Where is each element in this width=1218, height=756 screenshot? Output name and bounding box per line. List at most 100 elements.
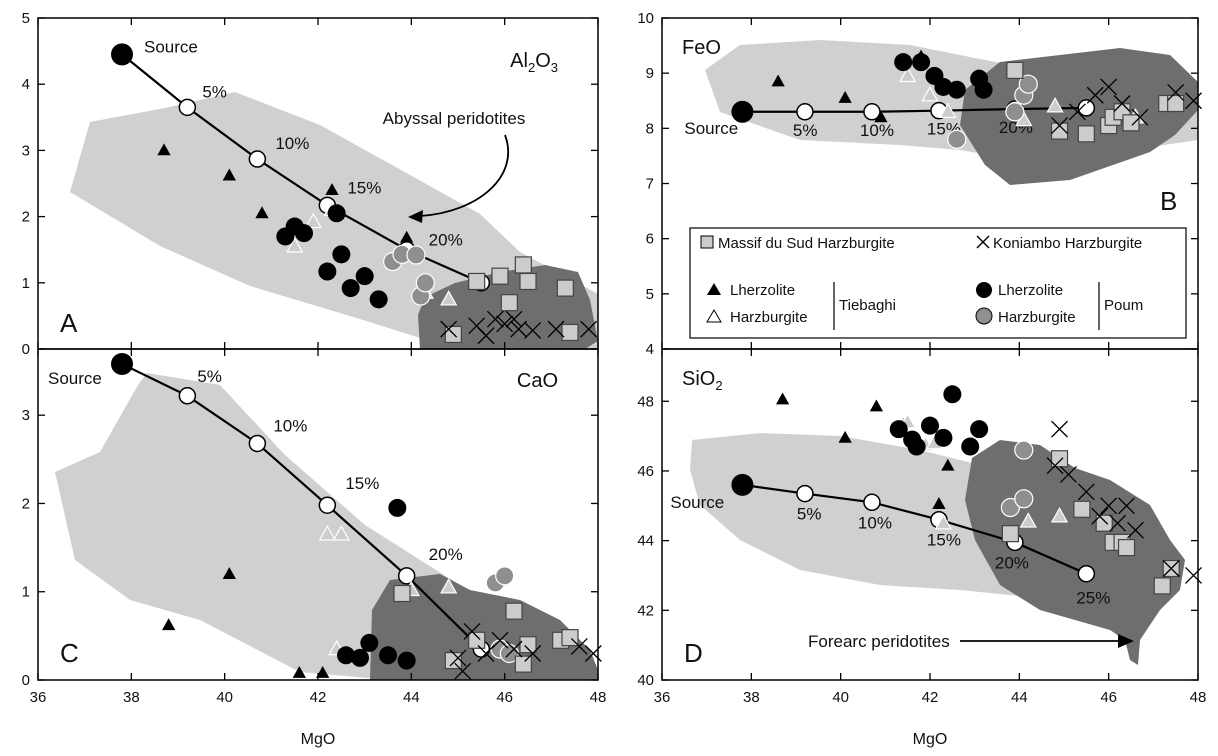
melt-fraction-point [1077,564,1096,583]
koniambo-harzburgite-marker [491,631,509,649]
poum-lherzolite-marker [369,290,388,309]
koniambo-harzburgite-marker [440,320,458,338]
x-tick-label: 40 [216,689,233,706]
tiebaghi-harzburgite-marker [1019,512,1037,528]
poum-lherzolite-marker [388,498,407,517]
abyssal-peridotites-label: Abyssal peridotites [383,109,526,128]
x-tick-label: 42 [310,689,327,706]
massif-du-sud-harzburgite-marker [1006,61,1024,80]
tiebaghi-lherzolite-marker [932,497,946,509]
tiebaghi-lherzolite-marker [222,567,236,579]
source-marker [731,473,754,496]
oxide-label: SiO2 [682,368,723,393]
forearc-arrowhead [1118,634,1134,648]
tiebaghi-lherzolite-marker [838,430,852,443]
poum-lherzolite-marker [332,245,351,264]
poum-harzburgite-marker [1014,440,1034,460]
poum-lherzolite-marker [970,420,989,439]
koniambo-harzburgite-marker [524,645,542,662]
poum-lherzolite-marker [974,80,993,99]
melting-curve-line [121,363,483,650]
melt-fraction-label: 5% [197,367,222,386]
melting-curve: Source 5% 10% 15% 20% [48,353,491,658]
massif-du-sud-harzburgite-marker [1073,500,1091,518]
sample-markers [775,385,1202,595]
legend-poum-lherzolite: Lherzolite [998,282,1063,299]
y-tick-label: 5 [646,286,654,303]
melt-fraction-point [1077,99,1096,117]
x-tick-label: 40 [832,689,849,706]
source-marker [731,100,754,123]
koniambo-harzburgite-marker [1162,560,1180,577]
y-tick-label: 44 [637,533,654,550]
melt-fraction-point [178,98,197,117]
melt-fraction-label: 20% [429,545,463,564]
x-tick-label: 46 [496,689,513,706]
massif-du-sud-harzburgite-marker [491,267,509,285]
abyssal-arrowhead [408,210,423,223]
melt-fraction-point [397,567,416,585]
source-marker [111,43,133,66]
koniambo-harzburgite-marker [496,315,514,333]
tiebaghi-lherzolite-marker [869,399,884,412]
koniambo-harzburgite-marker [477,327,495,345]
massif-du-sud-harzburgite-marker [444,651,462,670]
tiebaghi-lherzolite-marker [316,665,330,678]
panel-c-cao: Source 5% 10% 15% 20% 0 1 2 3 36 38 40 42 44 46 48 CaO… [22,348,606,748]
poum-lherzolite-marker [894,53,913,72]
massif-du-sud-harzburgite-marker [1050,122,1069,140]
y-tick-label: 46 [637,463,654,480]
y-tick-label: 3 [22,142,30,159]
koniambo-harzburgite-marker [449,649,467,667]
koniambo-harzburgite-marker [510,320,528,338]
y-tick-label: 0 [22,341,30,358]
y-tick-label: 7 [646,176,654,193]
massif-du-sud-harzburgite-marker [500,294,518,312]
tiebaghi-harzburgite-marker [286,237,304,253]
melt-fraction-point [318,496,337,514]
y-tick-label: 48 [637,393,654,410]
legend: Massif du Sud Harzburgite Koniambo Harzb… [689,227,1187,339]
y-tick-label: 4 [646,341,654,358]
poum-harzburgite-marker [1005,102,1025,122]
massif-du-sud-harzburgite-marker [519,636,537,654]
koniambo-harzburgite-marker [1127,521,1144,539]
y-tick-label: 42 [637,602,654,619]
massif-du-sud-harzburgite-marker [393,584,411,603]
tiebaghi-harzburgite-marker [1046,97,1064,113]
poum-lherzolite-marker [934,428,953,447]
legend-square-marker [700,235,714,249]
oxide-label: CaO [517,370,558,392]
panel-letter: D [684,638,703,668]
legend-tiebaghi: Tiebaghi [839,297,896,314]
poum-harzburgite-marker [1018,74,1038,94]
poum-harzburgite-marker [406,245,426,265]
melt-fraction-point [796,484,814,503]
panel-letter: C [60,638,79,668]
tiebaghi-harzburgite-marker [921,86,939,102]
tiebaghi-harzburgite-marker [934,513,953,530]
tiebaghi-harzburgite-marker [332,525,350,541]
y-tick-label: 6 [646,231,654,248]
tiebaghi-lherzolite-marker [771,74,785,87]
koniambo-harzburgite-marker [505,310,523,328]
koniambo-harzburgite-marker [1060,465,1077,483]
massif-du-sud-harzburgite-marker [1117,538,1136,557]
koniambo-harzburgite-marker [1068,103,1086,121]
tiebaghi-lherzolite-marker [157,143,171,156]
oxide-label: FeO [682,37,721,59]
massif-du-sud-harzburgite-marker [1095,514,1113,532]
massif-du-sud-harzburgite-marker [1122,114,1140,132]
massif-du-sud-harzburgite-marker [1153,577,1171,595]
y-tick-label: 40 [637,672,654,689]
koniambo-harzburgite-marker [1118,497,1135,515]
source-label: Source [144,37,198,56]
koniambo-harzburgite-marker [524,322,542,339]
poum-lherzolite-marker [907,437,926,456]
massif-du-sud-harzburgite-marker [519,272,537,291]
legend-poum-harzburgite: Harzburgite [998,309,1076,326]
melt-fraction-label: 5% [793,121,818,140]
legend-poum: Poum [1104,297,1143,314]
sample-markers [157,143,598,345]
melt-fraction-label: 10% [858,513,892,532]
